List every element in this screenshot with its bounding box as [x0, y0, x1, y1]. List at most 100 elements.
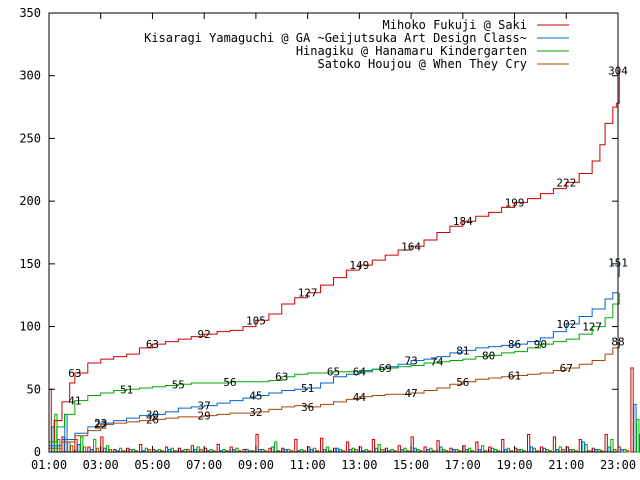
- bar-3-45: [636, 418, 640, 453]
- bar-3-32: [468, 447, 472, 453]
- bar-1-21: [320, 437, 324, 453]
- bar-1-7: [139, 443, 143, 453]
- point-label: 30: [146, 408, 159, 421]
- bar-3-9: [170, 447, 174, 453]
- bar-1-11: [190, 445, 195, 453]
- point-label: 32: [249, 406, 262, 419]
- point-label: 47: [404, 387, 417, 400]
- point-label: 92: [198, 328, 211, 341]
- bar-3-2: [80, 436, 84, 453]
- bar-2-25: [374, 447, 378, 453]
- point-label: 65: [327, 366, 340, 379]
- x-tick-label: 19:00: [496, 458, 532, 472]
- point-label: 73: [404, 354, 417, 367]
- bar-2-4: [103, 447, 107, 453]
- point-label: 36: [301, 401, 314, 414]
- point-label: 63: [68, 367, 81, 380]
- bar-1-27: [397, 445, 401, 453]
- x-tick-label: 11:00: [290, 458, 326, 472]
- y-tick-label: 50: [27, 382, 41, 396]
- point-label: 45: [249, 390, 262, 403]
- x-tick-label: 09:00: [238, 458, 274, 472]
- bar-3-37: [532, 447, 536, 453]
- point-label: 90: [534, 338, 547, 351]
- point-label: 127: [298, 287, 318, 300]
- bar-2-17: [271, 446, 275, 453]
- bar-1-19: [294, 438, 298, 453]
- bar-3-14: [235, 447, 239, 453]
- plot-frame: [48, 12, 619, 453]
- bar-3-39: [558, 446, 562, 453]
- point-label: 41: [68, 395, 81, 408]
- series-line-3: [49, 292, 620, 443]
- point-label: 44: [353, 391, 367, 404]
- bar-2-38: [542, 447, 547, 453]
- point-label: 22: [94, 418, 107, 431]
- bar-1-39: [552, 436, 557, 453]
- bar-4-1: [70, 445, 74, 453]
- bar-3-3: [93, 438, 97, 453]
- bar-3-44: [623, 448, 627, 453]
- point-label: 26: [146, 413, 159, 426]
- bar-3-35: [506, 447, 511, 453]
- point-label: 199: [505, 196, 525, 209]
- point-label: 67: [560, 362, 573, 375]
- bar-1-33: [475, 441, 479, 453]
- bar-3-29: [429, 447, 433, 453]
- point-label: 63: [146, 338, 159, 351]
- bar-1-37: [526, 433, 531, 453]
- x-tick-label: 17:00: [445, 458, 481, 472]
- x-tick-label: 07:00: [186, 458, 222, 472]
- legend-entry-4: Satoko Houjou @ When They Cry: [317, 57, 527, 71]
- legend-entry-1: Mihoko Fukuji @ Saki: [383, 18, 528, 32]
- lines-layer: [49, 70, 620, 449]
- point-label: 222: [556, 176, 576, 189]
- bar-2-45: [633, 403, 637, 453]
- series-line-2: [49, 262, 620, 447]
- bar-1-3: [87, 446, 91, 453]
- bar-3-21: [325, 446, 330, 453]
- bar-1-35: [501, 438, 505, 453]
- bar-2-37: [529, 446, 534, 453]
- axes-layer: 0 50 100 150 200 250 300 350 01:00 03:00 05:00 07:0…: [19, 6, 636, 472]
- bar-3-43: [610, 438, 614, 453]
- point-label: 164: [401, 240, 421, 253]
- bar-1-43: [604, 433, 608, 453]
- point-label: 127: [582, 321, 602, 334]
- bar-2-41: [581, 441, 585, 453]
- bar-3-27: [403, 447, 407, 453]
- y-tick-label: 250: [19, 131, 41, 145]
- x-tick-label: 03:00: [83, 458, 119, 472]
- y-tick-label: 0: [34, 445, 41, 459]
- bar-2-34: [491, 447, 495, 453]
- bar-1-9: [164, 446, 169, 453]
- y-tick-label: 300: [19, 69, 41, 83]
- bar-4-2: [82, 446, 87, 453]
- x-tick-label: 05:00: [134, 458, 170, 472]
- point-label: 105: [246, 314, 266, 327]
- bar-3-33: [481, 445, 485, 453]
- bar-1-31: [449, 447, 453, 453]
- bar-1-17: [268, 447, 272, 453]
- point-label: 29: [198, 410, 211, 423]
- bar-3-1: [67, 441, 71, 453]
- bar-1-13: [216, 443, 220, 453]
- point-label: 69: [379, 362, 392, 375]
- point-label: 55: [172, 378, 185, 391]
- bar-2-22: [335, 447, 340, 453]
- series-line-1: [49, 70, 620, 443]
- bar-4-3: [95, 447, 100, 453]
- bar-1-41: [578, 438, 582, 453]
- point-label: 51: [120, 383, 133, 396]
- bar-2-1: [64, 413, 68, 453]
- bar-3-25: [377, 443, 381, 453]
- y-tick-label: 100: [19, 320, 41, 334]
- bar-3-20: [312, 447, 317, 453]
- bar-1-45: [630, 367, 634, 453]
- bar-3-7: [144, 447, 149, 453]
- bar-1-29: [423, 446, 427, 453]
- bar-2-43: [607, 446, 611, 453]
- y-tick-label: 350: [19, 6, 41, 20]
